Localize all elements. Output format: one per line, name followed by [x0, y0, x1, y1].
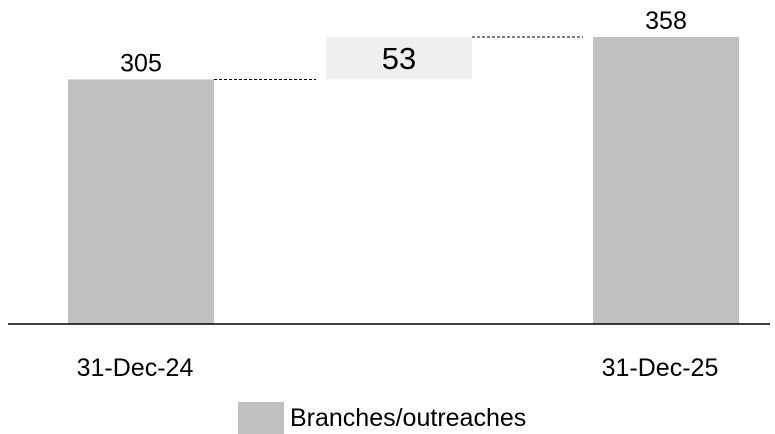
legend-label: Branches/outreaches [290, 404, 526, 432]
data-label-1: 53 [382, 41, 416, 76]
legend: Branches/outreaches [238, 402, 526, 434]
bars-layer [68, 36, 739, 325]
x-tick-label-2: 31-Dec-25 [602, 354, 719, 382]
bar-delta-1 [326, 36, 472, 80]
labels-layer: 305 53 358 31-Dec-24 31-Dec-25 [77, 7, 719, 382]
legend-swatch [238, 402, 284, 434]
bar-total-2 [593, 36, 739, 325]
bar-total-0 [68, 79, 214, 324]
x-tick-label-0: 31-Dec-24 [77, 354, 194, 382]
data-label-2: 358 [645, 7, 687, 35]
connectors-layer [214, 36, 583, 80]
data-label-0: 305 [120, 49, 162, 77]
